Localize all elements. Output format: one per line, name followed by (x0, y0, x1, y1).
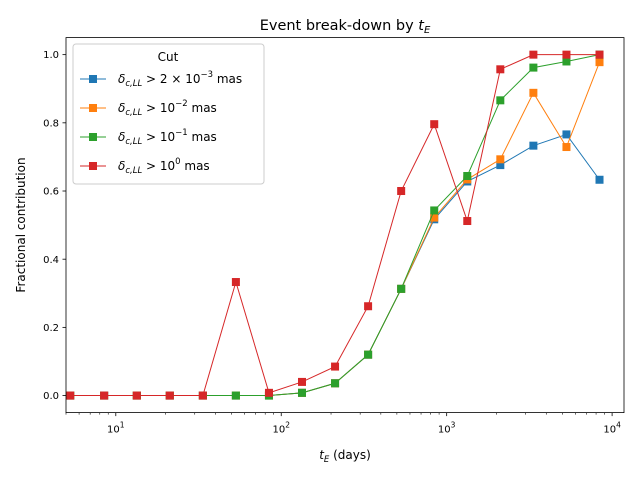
x-tick-label: 104 (603, 421, 621, 436)
y-tick-label: 0.0 (43, 391, 59, 402)
data-point (331, 379, 340, 388)
x-axis-label: tE (days) (319, 448, 371, 465)
legend-label: δc,LL > 2 × 10−3 mas (118, 70, 242, 89)
data-point (562, 130, 571, 139)
series-layer (66, 50, 604, 400)
data-point (562, 50, 571, 59)
data-point (496, 155, 505, 164)
legend-label: δc,LL > 10−1 mas (118, 128, 217, 147)
data-point (496, 65, 505, 74)
y-tick-label: 1.0 (43, 50, 59, 61)
x-tick-label: 101 (107, 421, 125, 436)
data-point (397, 284, 406, 293)
legend-marker (89, 75, 97, 83)
data-point (100, 391, 109, 400)
y-tick-label: 0.2 (43, 323, 59, 334)
data-point (430, 120, 439, 129)
data-point (595, 175, 604, 184)
y-axis-ticks: 0.0 0.2 0.4 0.6 0.8 1.0 (43, 50, 66, 402)
data-point (364, 302, 373, 311)
data-point (397, 187, 406, 196)
data-point (496, 96, 505, 105)
legend-title: Cut (158, 50, 179, 64)
data-point (529, 50, 538, 59)
legend-box (72, 43, 265, 185)
data-point (132, 391, 141, 400)
data-point (595, 50, 604, 59)
x-axis-ticks: 101 102 103 104 (65, 412, 621, 436)
y-axis-label: Fractional contribution (14, 157, 28, 292)
legend-label: δc,LL > 10−2 mas (118, 99, 217, 118)
data-point (331, 362, 340, 371)
data-point (297, 388, 306, 397)
y-tick-label: 0.8 (43, 118, 59, 129)
data-point (66, 391, 75, 400)
chart-title: Event break-down by tE (260, 18, 431, 36)
data-point (595, 58, 604, 67)
x-tick-label: 102 (272, 421, 290, 436)
legend: Cut δc,LL > 2 × 10−3 mas δc,LL > 10−2 mas… (72, 43, 265, 185)
data-point (264, 388, 273, 397)
data-point (231, 391, 240, 400)
data-point (297, 377, 306, 386)
data-point (364, 350, 373, 359)
legend-marker (89, 162, 97, 170)
legend-marker (89, 104, 97, 112)
data-point (463, 172, 472, 181)
data-point (231, 278, 240, 287)
data-point (496, 161, 505, 170)
data-point (430, 213, 439, 222)
data-point (562, 57, 571, 66)
legend-label: δc,LL > 100 mas (118, 157, 210, 176)
y-tick-label: 0.6 (43, 187, 59, 198)
data-point (529, 63, 538, 72)
y-tick-label: 0.4 (43, 255, 59, 266)
data-point (165, 391, 174, 400)
data-point (529, 88, 538, 97)
data-point (430, 206, 439, 215)
legend-marker (89, 133, 97, 141)
data-point (463, 217, 472, 226)
data-point (529, 141, 538, 150)
x-tick-label: 103 (438, 421, 456, 436)
plot-frame (65, 37, 625, 413)
data-point (198, 391, 207, 400)
data-point (562, 143, 571, 152)
